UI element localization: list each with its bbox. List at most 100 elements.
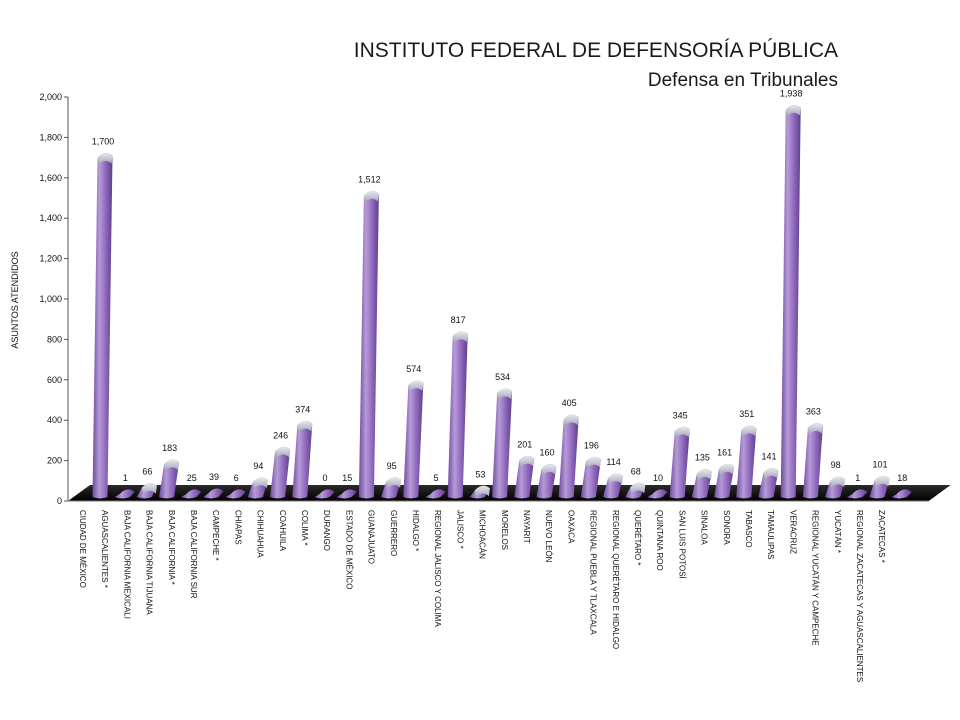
category-label: GUERRERO — [389, 510, 398, 556]
category-label: TAMAULIPAS — [766, 510, 775, 560]
data-label: 345 — [673, 410, 688, 420]
bar-cap — [741, 425, 757, 438]
bar-cap — [386, 477, 402, 489]
category-label: QUINTANA ROO — [655, 510, 664, 571]
category-label: CIUDAD DE MÉXICO — [78, 510, 87, 588]
data-label: 141 — [761, 452, 776, 462]
bar — [669, 426, 690, 499]
bar — [159, 459, 180, 499]
bar-cap — [363, 191, 379, 203]
bar — [891, 489, 912, 499]
data-label: 5 — [433, 473, 438, 483]
category-label: REGIONAL PUEBLA Y TLAXCALA — [589, 510, 598, 635]
bar-cap — [608, 473, 624, 485]
y-tick-label: 1,800 — [39, 132, 62, 142]
data-label: 574 — [406, 364, 421, 374]
data-label: 246 — [273, 430, 288, 440]
category-label: NAYARIT — [522, 510, 531, 544]
bar — [625, 482, 646, 499]
bar-cap — [763, 467, 779, 480]
bar — [647, 489, 668, 499]
bar — [425, 489, 446, 499]
category-label: BAJA CALIFORNIA * — [167, 510, 176, 585]
bar — [270, 446, 291, 499]
bar — [825, 476, 846, 499]
bar — [225, 489, 246, 499]
data-label: 183 — [162, 443, 177, 453]
data-label: 39 — [209, 472, 219, 482]
bar-cap — [497, 388, 513, 401]
bar-cap — [97, 153, 113, 165]
bar-body — [225, 489, 246, 499]
category-label: SINALOA — [700, 510, 709, 545]
bar-cap — [541, 464, 557, 476]
bar-cap — [141, 483, 157, 495]
category-label: SONORA — [722, 510, 731, 545]
y-tick-label: 800 — [47, 334, 62, 344]
category-label: NUEVO LEÓN — [544, 510, 553, 563]
bar-body — [736, 425, 757, 499]
bar — [469, 485, 490, 499]
data-label: 1 — [123, 473, 128, 483]
bar-body — [425, 489, 446, 499]
bar — [869, 476, 890, 499]
data-label: 161 — [717, 447, 732, 457]
bar — [447, 331, 468, 499]
bar-body — [292, 420, 313, 499]
bar — [136, 483, 157, 499]
category-label: HIDALGO * — [411, 510, 420, 551]
category-label: CHIAPAS — [233, 510, 242, 545]
bar-body — [181, 489, 202, 499]
data-label: 160 — [539, 448, 554, 458]
data-label: 98 — [831, 460, 841, 470]
bar — [736, 425, 757, 499]
bar — [381, 477, 402, 499]
data-label: 101 — [872, 460, 887, 470]
bar-cap — [785, 104, 801, 117]
bar-body — [536, 464, 557, 499]
bar-body — [114, 489, 135, 499]
data-label: 405 — [562, 398, 577, 408]
bar — [780, 104, 801, 499]
bar-cap — [275, 446, 291, 459]
bar — [92, 153, 113, 499]
bar-body — [669, 426, 690, 499]
data-label: 534 — [495, 372, 510, 382]
data-label: 10 — [653, 473, 663, 483]
bar-body — [558, 414, 579, 499]
bar-cap — [630, 482, 646, 495]
bar — [847, 489, 868, 499]
category-label: CAMPECHE * — [211, 510, 220, 561]
data-label: 135 — [695, 453, 710, 463]
category-label: YUCATÁN * — [833, 510, 842, 553]
bar-body — [647, 489, 668, 499]
category-label: REGIONAL YUCATÁN Y CAMPECHE — [811, 510, 820, 646]
bar — [558, 414, 579, 499]
data-label: 196 — [584, 440, 599, 450]
bar-body — [847, 489, 868, 499]
y-tick-label: 200 — [47, 456, 62, 466]
bar — [247, 477, 268, 499]
data-label: 94 — [253, 461, 263, 471]
bar-body — [891, 489, 912, 499]
category-label: COLIMA * — [300, 510, 309, 546]
chart-subtitle: Defensa en Tribunales — [648, 70, 838, 91]
data-label: 351 — [739, 409, 754, 419]
data-label: 68 — [631, 466, 641, 476]
bar — [691, 469, 712, 499]
bar-cap — [830, 476, 846, 489]
bar — [758, 467, 779, 499]
bar-body — [447, 331, 468, 499]
bar — [336, 489, 357, 499]
category-label: QUERÉTARO * — [633, 510, 642, 565]
bar-cap — [807, 423, 823, 435]
bar-body — [802, 423, 823, 499]
bar-cap — [252, 477, 268, 490]
category-label: ZACATECAS * — [877, 510, 886, 563]
bar-body — [514, 455, 535, 499]
data-label: 1,938 — [780, 89, 803, 99]
bar — [603, 473, 624, 499]
bar-cap — [297, 420, 313, 433]
category-label: BAJA CALIFORNIA SUR — [189, 510, 198, 599]
bar — [514, 455, 535, 499]
